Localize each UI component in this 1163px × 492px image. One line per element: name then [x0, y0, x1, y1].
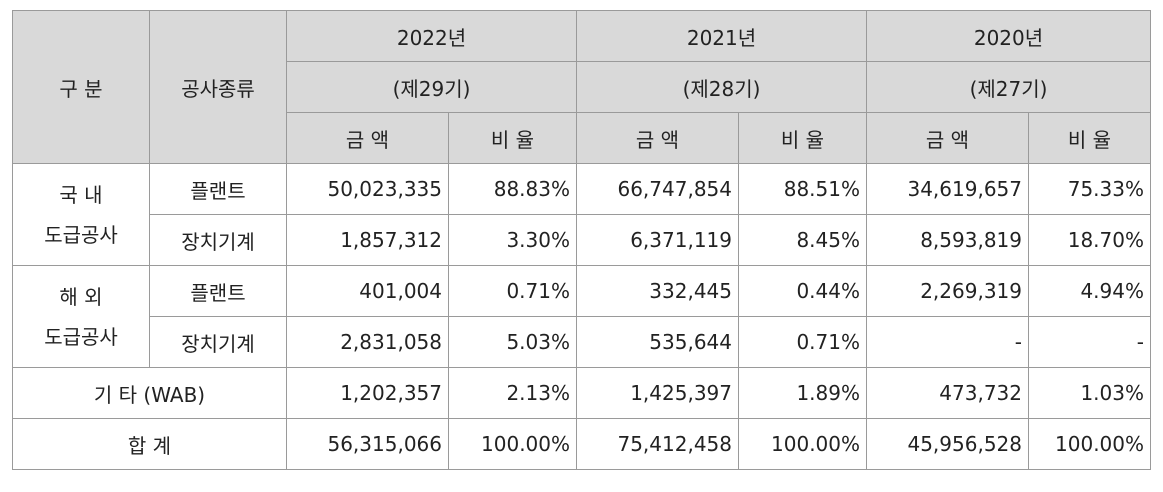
amount-2022: 2,831,058 [286, 316, 449, 368]
ratio-2022: 100.00% [448, 418, 577, 470]
ratio-2022: 2.13% [448, 367, 577, 419]
amount-2022: 1,857,312 [286, 214, 449, 266]
amount-2021: 66,747,854 [576, 163, 739, 215]
table-row-total: 합 계 56,315,066 100.00% 75,412,458 100.00… [12, 418, 1151, 470]
ratio-2020: 75.33% [1028, 163, 1151, 215]
ratio-2022: 5.03% [448, 316, 577, 368]
group-overseas: 해 외 도급공사 [12, 265, 150, 368]
amount-2021: 75,412,458 [576, 418, 739, 470]
header-amount: 금 액 [286, 112, 449, 164]
table-row-other: 기 타 (WAB) 1,202,357 2.13% 1,425,397 1.89… [12, 367, 1151, 419]
header-ratio: 비 율 [1028, 112, 1151, 164]
header-year-2020: 2020년 [866, 10, 1151, 62]
ratio-2021: 8.45% [738, 214, 867, 266]
header-period-29: (제29기) [286, 61, 577, 113]
amount-2022: 56,315,066 [286, 418, 449, 470]
amount-2021: 535,644 [576, 316, 739, 368]
header-row-metric: 금 액 비 율 금 액 비 율 금 액 비 율 [13, 112, 1151, 164]
amount-2020: - [866, 316, 1029, 368]
group-overseas-line1: 해 외 [59, 284, 103, 309]
ratio-2020: 18.70% [1028, 214, 1151, 266]
group-domestic-line2: 도급공사 [44, 222, 118, 247]
ratio-2021: 0.71% [738, 316, 867, 368]
header-year-2021: 2021년 [576, 10, 867, 62]
construction-revenue-table: 구 분 공사종류 2022년 2021년 2020년 (제29기) (제28기)… [12, 10, 1151, 470]
ratio-2020: - [1028, 316, 1151, 368]
type-cell: 플랜트 [149, 265, 287, 317]
header-amount: 금 액 [866, 112, 1029, 164]
other-label: 기 타 (WAB) [12, 367, 287, 419]
amount-2021: 332,445 [576, 265, 739, 317]
ratio-2020: 4.94% [1028, 265, 1151, 317]
group-overseas-line2: 도급공사 [44, 324, 118, 349]
amount-2020: 45,956,528 [866, 418, 1029, 470]
ratio-2022: 0.71% [448, 265, 577, 317]
amount-2022: 401,004 [286, 265, 449, 317]
header-category: 구 분 [12, 10, 150, 164]
header-period-28: (제28기) [576, 61, 867, 113]
ratio-2021: 0.44% [738, 265, 867, 317]
amount-2020: 473,732 [866, 367, 1029, 419]
type-cell: 플랜트 [149, 163, 287, 215]
amount-2020: 34,619,657 [866, 163, 1029, 215]
table-row-overseas-plant: 해 외 도급공사 플랜트 401,004 0.71% 332,445 0.44%… [12, 265, 1151, 368]
header-row-year: 구 분 공사종류 2022년 2021년 2020년 [12, 10, 1151, 164]
amount-2020: 8,593,819 [866, 214, 1029, 266]
type-cell: 장치기계 [149, 214, 287, 266]
ratio-2022: 3.30% [448, 214, 577, 266]
header-row-period: (제29기) (제28기) (제27기) [13, 61, 1151, 113]
ratio-2020: 1.03% [1028, 367, 1151, 419]
header-ratio: 비 율 [738, 112, 867, 164]
group-domestic: 국 내 도급공사 [12, 163, 150, 266]
ratio-2021: 88.51% [738, 163, 867, 215]
amount-2022: 50,023,335 [286, 163, 449, 215]
header-ratio: 비 율 [448, 112, 577, 164]
ratio-2020: 100.00% [1028, 418, 1151, 470]
ratio-2021: 1.89% [738, 367, 867, 419]
ratio-2021: 100.00% [738, 418, 867, 470]
header-year-2022: 2022년 [286, 10, 577, 62]
table-row-domestic-plant: 국 내 도급공사 플랜트 50,023,335 88.83% 66,747,85… [12, 163, 1151, 266]
amount-2022: 1,202,357 [286, 367, 449, 419]
group-domestic-line1: 국 내 [59, 182, 103, 207]
amount-2021: 1,425,397 [576, 367, 739, 419]
total-label: 합 계 [12, 418, 287, 470]
amount-2020: 2,269,319 [866, 265, 1029, 317]
ratio-2022: 88.83% [448, 163, 577, 215]
type-cell: 장치기계 [149, 316, 287, 368]
table-row-overseas-equipment: 장치기계 2,831,058 5.03% 535,644 0.71% - - [13, 316, 1151, 368]
header-period-27: (제27기) [866, 61, 1151, 113]
amount-2021: 6,371,119 [576, 214, 739, 266]
table-row-domestic-equipment: 장치기계 1,857,312 3.30% 6,371,119 8.45% 8,5… [13, 214, 1151, 266]
header-construction-type: 공사종류 [149, 10, 287, 164]
header-amount: 금 액 [576, 112, 739, 164]
